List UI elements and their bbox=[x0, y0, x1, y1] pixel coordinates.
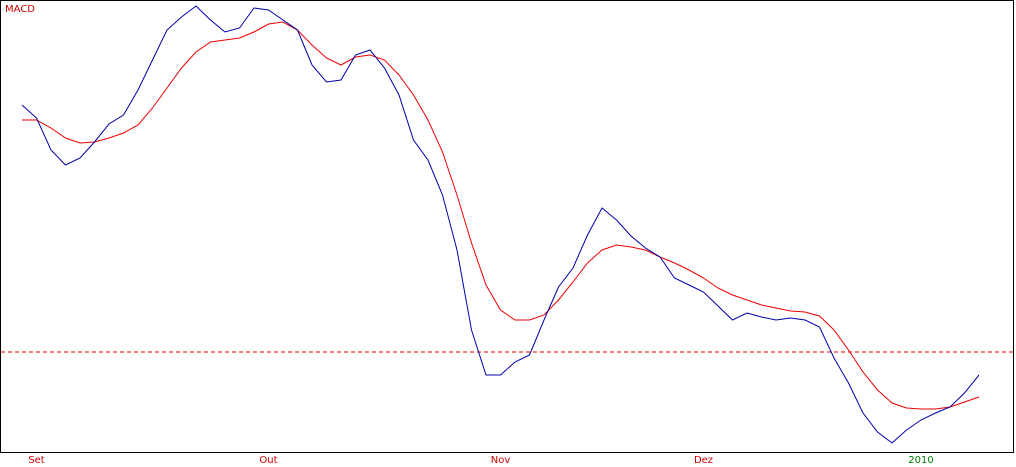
chart-title: MACD bbox=[5, 4, 35, 15]
x-tick-label: Set bbox=[28, 455, 45, 466]
series-line bbox=[21, 5, 980, 444]
plot-frame bbox=[0, 0, 1014, 453]
x-tick-label: Dez bbox=[694, 455, 713, 466]
x-tick-label: Nov bbox=[491, 455, 511, 466]
x-tick-label: 2010 bbox=[908, 455, 933, 466]
x-tick-label: Out bbox=[259, 455, 277, 466]
series-line bbox=[22, 21, 980, 410]
